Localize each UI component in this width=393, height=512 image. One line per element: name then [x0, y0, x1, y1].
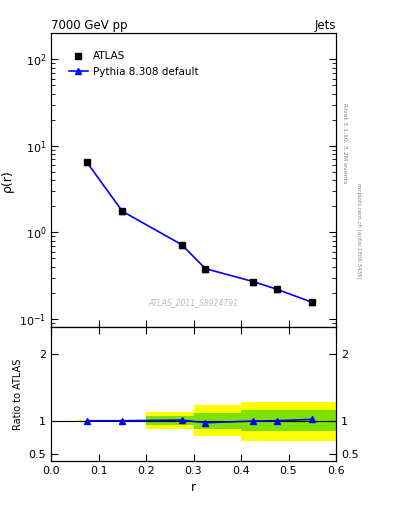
Pythia 8.308 default [310, 300, 315, 306]
Text: mcplots.cern.ch [arXiv:1306.3436]: mcplots.cern.ch [arXiv:1306.3436] [356, 183, 361, 278]
Legend: ATLAS, Pythia 8.308 default: ATLAS, Pythia 8.308 default [65, 47, 203, 81]
Line: ATLAS: ATLAS [84, 159, 315, 305]
Pythia 8.308 default [203, 266, 208, 272]
ATLAS [310, 300, 315, 306]
ATLAS [179, 242, 184, 248]
ATLAS [274, 286, 279, 292]
Pythia 8.308 default [120, 208, 125, 215]
ATLAS [84, 159, 89, 165]
ATLAS [251, 279, 255, 285]
Pythia 8.308 default [274, 286, 279, 292]
Pythia 8.308 default [179, 242, 184, 248]
Text: 7000 GeV pp: 7000 GeV pp [51, 19, 128, 32]
Line: Pythia 8.308 default: Pythia 8.308 default [84, 159, 315, 305]
Text: ATLAS_2011_S8924791: ATLAS_2011_S8924791 [149, 297, 239, 307]
Pythia 8.308 default [251, 279, 255, 285]
Text: Rivet 3.1.10, 3.2M events: Rivet 3.1.10, 3.2M events [343, 103, 348, 183]
ATLAS [203, 266, 208, 272]
Pythia 8.308 default [84, 159, 89, 165]
ATLAS [120, 208, 125, 215]
Y-axis label: Ratio to ATLAS: Ratio to ATLAS [13, 358, 23, 430]
Text: Jets: Jets [314, 19, 336, 32]
Y-axis label: ρ(r): ρ(r) [1, 169, 14, 191]
X-axis label: r: r [191, 481, 196, 494]
